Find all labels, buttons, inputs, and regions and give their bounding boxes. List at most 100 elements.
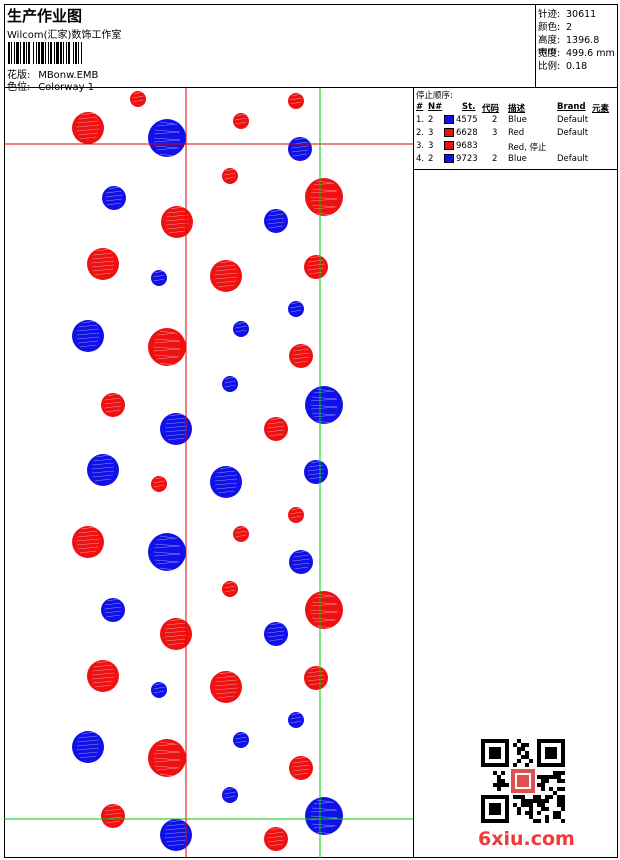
stop-num: 4. (416, 154, 425, 164)
col-header-elem: 元素 (592, 104, 610, 114)
col-header-st: St. (462, 102, 476, 112)
stop-num: 1. (416, 115, 425, 125)
stop-stitch: 4575 (456, 115, 478, 125)
stop-desc: Blue (508, 154, 527, 164)
red-motif (222, 168, 238, 184)
blue-motif (87, 454, 119, 486)
red-motif (233, 526, 249, 542)
red-motif (160, 618, 192, 650)
stop-desc: Red, 停止 (508, 143, 547, 153)
red-motif (304, 666, 328, 690)
stitches-value: 30611 (566, 9, 597, 20)
stop-code: 2 (492, 154, 498, 164)
design-file-line: 花版: MBonw.EMB (7, 66, 98, 81)
red-motif (289, 756, 313, 780)
color-swatch (444, 115, 454, 124)
blue-motif (160, 413, 192, 445)
blue-motif (233, 321, 249, 337)
worksheet-frame (4, 4, 618, 858)
scale-row: 比例: 0.18 (538, 58, 587, 72)
blue-motif (101, 598, 125, 622)
blue-motif (305, 797, 343, 835)
scale-value: 0.18 (566, 61, 588, 72)
col-header-brand: Brand (557, 102, 586, 112)
blue-motif (210, 466, 242, 498)
col-header-num: # (416, 102, 424, 112)
red-motif (148, 739, 186, 777)
studio-name: Wilcom(汇家)数饰工作室 (7, 30, 122, 41)
blue-motif (264, 209, 288, 233)
height-label: 高度: (538, 35, 561, 46)
red-motif (210, 260, 242, 292)
red-motif (305, 591, 343, 629)
red-motif (72, 112, 104, 144)
stop-code: 2 (492, 115, 498, 125)
red-motif (288, 93, 304, 109)
header-panel: 生产作业图 Wilcom(汇家)数饰工作室 花版: MBonw.EMB 色位: … (4, 4, 536, 93)
red-motif (148, 328, 186, 366)
stop-needle: 2 (428, 154, 434, 164)
stop-brand: Default (557, 115, 589, 125)
stitches-row: 针迹: 30611 (538, 6, 596, 20)
stop-num: 3. (416, 141, 425, 151)
red-motif (289, 344, 313, 368)
blue-motif (72, 320, 104, 352)
embroidery-design-preview (4, 88, 414, 858)
stop-stitch: 9683 (456, 141, 478, 151)
red-motif (264, 417, 288, 441)
width-label: 宽度: (538, 48, 561, 59)
blue-motif (233, 732, 249, 748)
colorway-line: 色位: Colorway 1 (7, 78, 94, 93)
red-motif (151, 476, 167, 492)
watermark-text: 6xiu.com (478, 828, 575, 850)
stop-sequence-panel: 停止顺序: # N# St. 代码 描述 Brand 元素 1. 2 4575 2 Bl… (414, 88, 618, 170)
colors-row: 颜色: 2 (538, 19, 572, 33)
stop-row: 4. 2 9723 2 Blue Default (414, 154, 618, 167)
blue-motif (148, 119, 186, 157)
red-motif (101, 393, 125, 417)
stop-row: 3. 3 9683 Red, 停止 (414, 141, 618, 154)
stop-needle: 3 (428, 128, 434, 138)
col-header-n: N# (428, 102, 443, 112)
stop-desc: Red (508, 128, 525, 138)
qr-code (481, 739, 565, 823)
blue-motif (288, 137, 312, 161)
stop-needle: 2 (428, 115, 434, 125)
stop-row: 1. 2 4575 2 Blue Default (414, 115, 618, 128)
blue-motif (222, 787, 238, 803)
stop-brand: Default (557, 154, 589, 164)
colors-label: 颜色: (538, 22, 561, 33)
blue-motif (160, 819, 192, 851)
red-motif (233, 113, 249, 129)
red-motif (305, 178, 343, 216)
color-swatch (444, 141, 454, 150)
stitches-label: 针迹: (538, 9, 561, 20)
red-motif (264, 827, 288, 851)
red-motif (101, 804, 125, 828)
colorway-label: 色位: (7, 82, 31, 93)
stop-desc: Blue (508, 115, 527, 125)
blue-motif (288, 301, 304, 317)
barcode (8, 42, 118, 64)
red-motif (222, 581, 238, 597)
blue-motif (305, 386, 343, 424)
blue-motif (264, 622, 288, 646)
page-title: 生产作业图 (7, 7, 83, 25)
red-motif (130, 91, 146, 107)
red-motif (72, 526, 104, 558)
color-swatch (444, 154, 454, 163)
stop-num: 2. (416, 128, 425, 138)
stop-sequence-title: 停止顺序: (416, 91, 453, 101)
blue-motif (151, 682, 167, 698)
design-canvas (4, 88, 413, 858)
colorway-value: Colorway 1 (38, 82, 95, 93)
colors-value: 2 (566, 22, 573, 33)
col-header-code: 代码 (482, 104, 500, 114)
stop-stitch: 6628 (456, 128, 478, 138)
blue-motif (222, 376, 238, 392)
red-motif (210, 671, 242, 703)
stop-code: 3 (492, 128, 498, 138)
blue-motif (72, 731, 104, 763)
height-value: 1396.8 mm (538, 35, 600, 57)
red-motif (288, 507, 304, 523)
